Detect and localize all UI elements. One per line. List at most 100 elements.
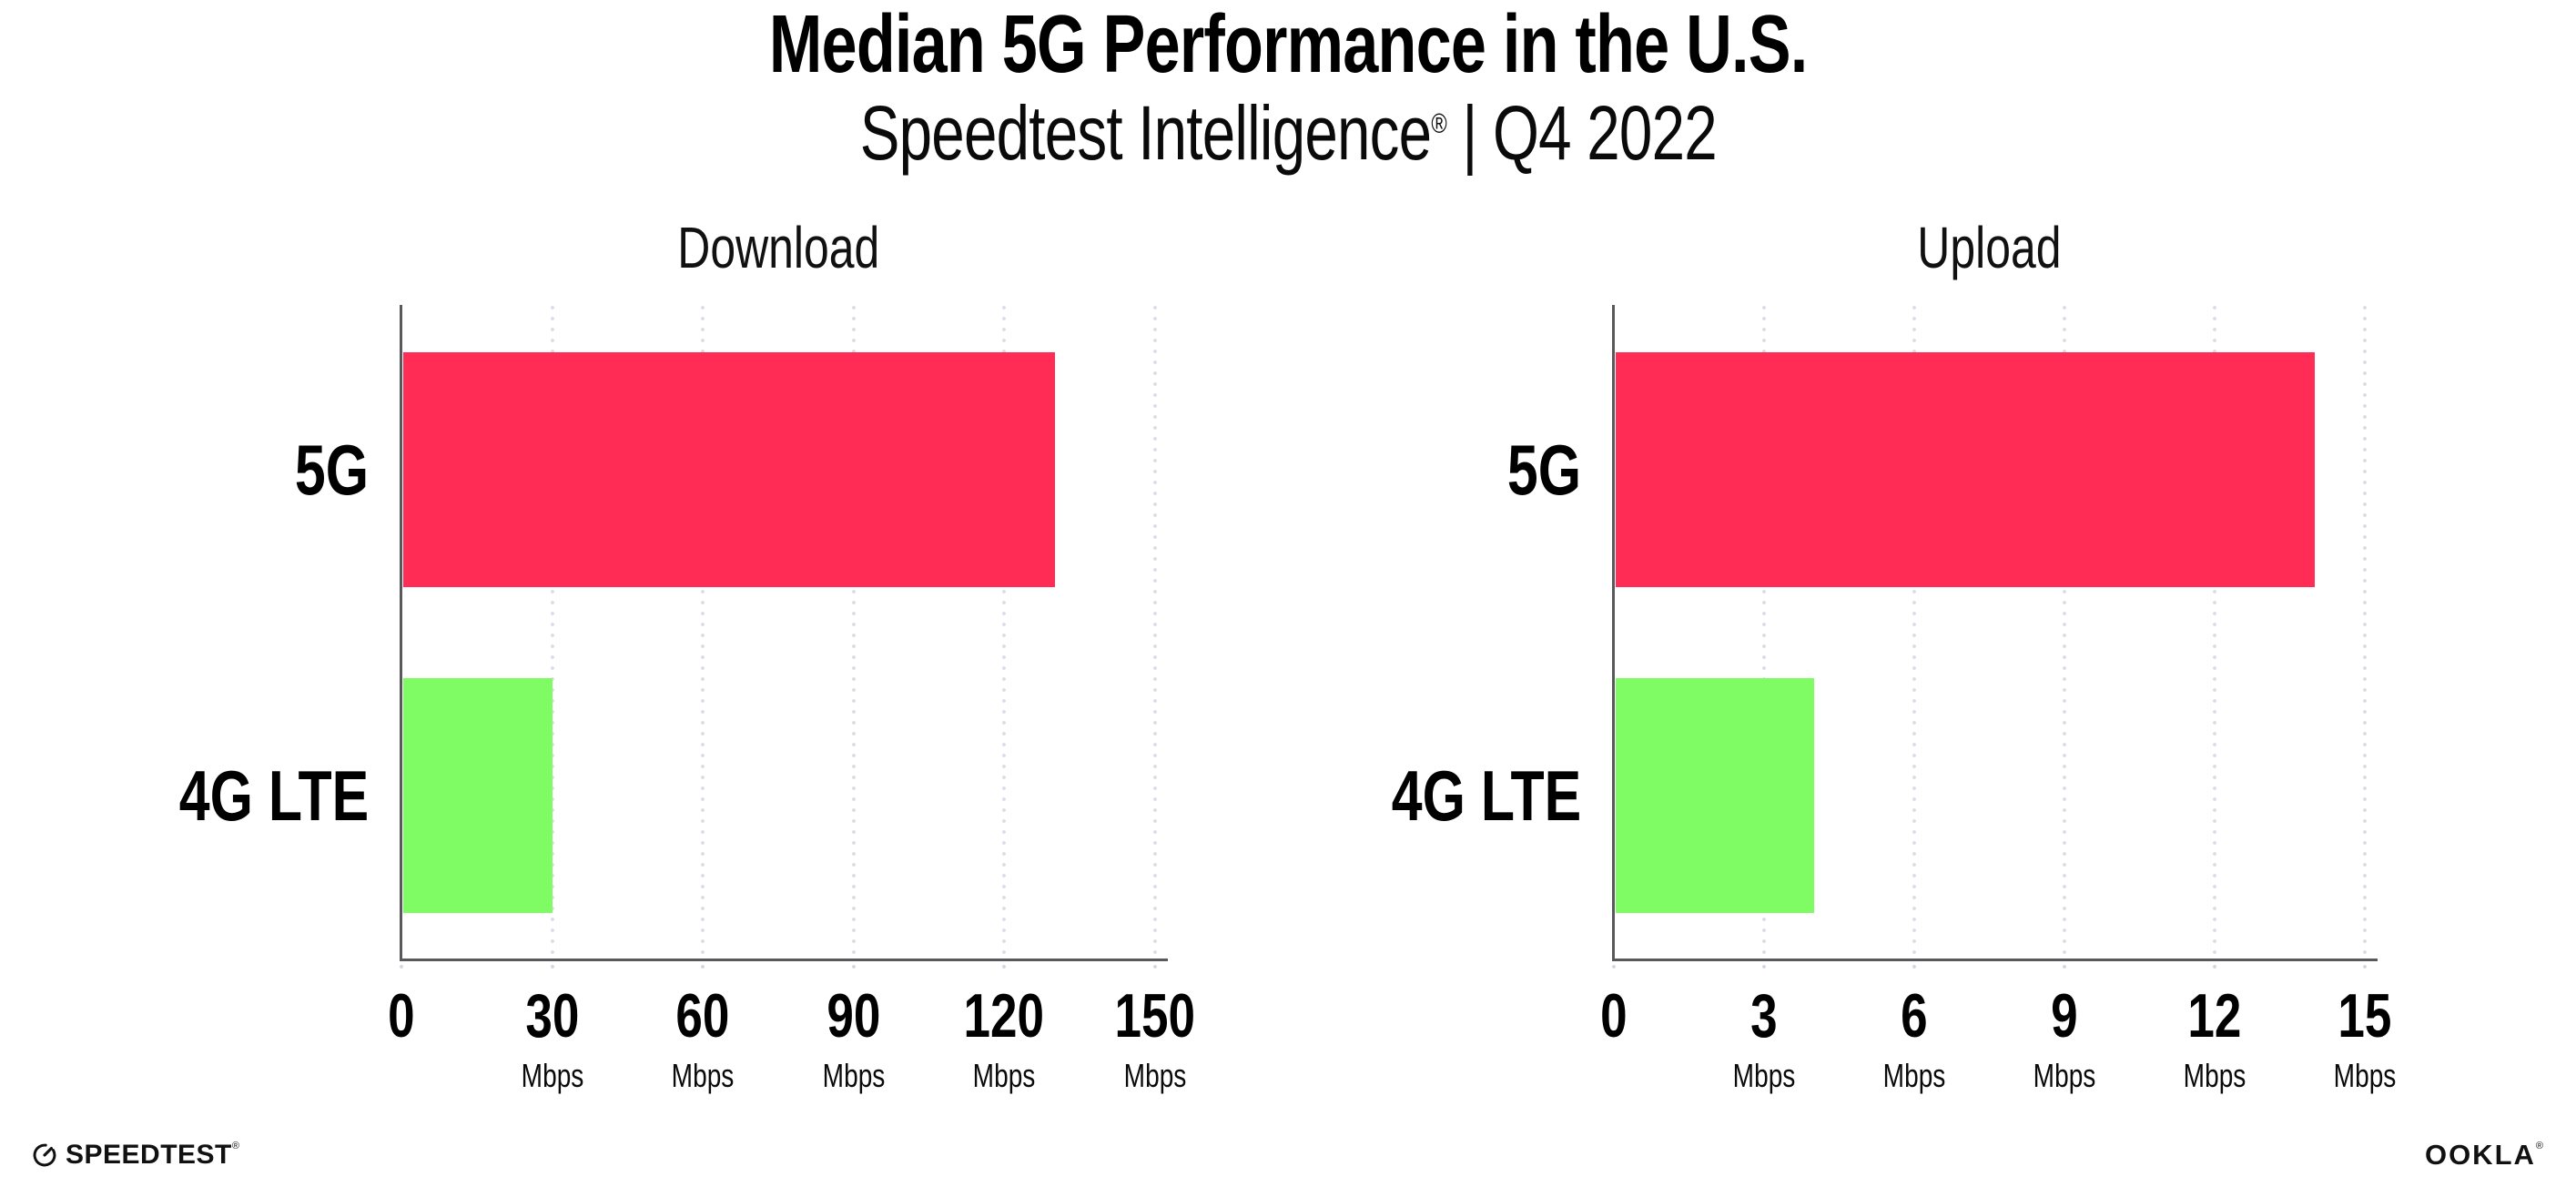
axis-tick (2363, 963, 2367, 974)
tick-label: 6 Mbps (1832, 981, 1996, 1094)
tick-unit-text: Mbps (671, 1057, 735, 1094)
tick-value-text: 12 (2187, 981, 2242, 1050)
gauge-needle (43, 1146, 54, 1157)
tick-unit-label: Mbps (621, 1058, 785, 1094)
speedtest-registered-mark-icon: ® (231, 1141, 239, 1151)
tick-value-text: 90 (827, 981, 881, 1050)
axis-tick (852, 963, 856, 974)
tick-value-text: 9 (2051, 981, 2078, 1050)
tick-unit-label: Mbps (471, 1058, 634, 1094)
bar-4g-lte (403, 678, 553, 913)
gridline (1762, 305, 1766, 959)
y-axis-line (1612, 305, 1615, 961)
axis-tick (1002, 963, 1006, 974)
tick-unit-text: Mbps (1123, 1057, 1187, 1094)
page-subtitle: Speedtest Intelligence® | Q4 2022 (0, 89, 2576, 177)
gridline (551, 305, 554, 959)
gridline (2063, 305, 2066, 959)
x-axis-line (400, 959, 1168, 961)
tick-label: 0 (319, 981, 483, 1050)
tick-unit-label: Mbps (772, 1058, 936, 1094)
tick-unit-text: Mbps (2333, 1057, 2397, 1094)
x-axis-line (1612, 959, 2378, 961)
category-label-4g-lte: 4G LTE (1108, 755, 1581, 837)
tick-unit-label: Mbps (1983, 1058, 2146, 1094)
tick-value-text: 150 (1114, 981, 1196, 1050)
tick-label: 0 (1532, 981, 1696, 1050)
category-label-5g: 5G (1108, 429, 1581, 511)
category-label-4g-lte: 4G LTE (0, 755, 369, 837)
tick-value-text: 30 (525, 981, 580, 1050)
tick-unit-text: Mbps (1732, 1057, 1796, 1094)
tick-value-text: 0 (388, 981, 415, 1050)
tick-unit-text: Mbps (2033, 1057, 2096, 1094)
axis-tick (551, 963, 554, 974)
tick-unit-label: Mbps (1682, 1058, 1846, 1094)
ookla-logo: OOKLA ® (2425, 1140, 2543, 1171)
speedometer-gauge-icon (33, 1143, 56, 1167)
bar-4g-lte (1616, 678, 1814, 913)
category-label-text: 4G LTE (178, 756, 369, 836)
tick-value-text: 15 (2338, 981, 2392, 1050)
axis-tick (1612, 963, 1616, 974)
tick-value: 90 (772, 981, 936, 1050)
tick-label: 90 Mbps (772, 981, 936, 1094)
category-label-text: 4G LTE (1391, 756, 1581, 836)
tick-label: 30 Mbps (471, 981, 634, 1094)
tick-value: 120 (922, 981, 1086, 1050)
tick-value: 15 (2283, 981, 2447, 1050)
tick-unit-text: Mbps (822, 1057, 886, 1094)
axis-tick (1153, 963, 1157, 974)
tick-value: 9 (1983, 981, 2146, 1050)
axis-tick (1912, 963, 1916, 974)
tick-value: 60 (621, 981, 785, 1050)
gridline (2213, 305, 2216, 959)
axis-tick (2063, 963, 2066, 974)
tick-label: 60 Mbps (621, 981, 785, 1094)
page-title: Median 5G Performance in the U.S. (0, 0, 2576, 95)
bar-5g (1616, 352, 2315, 587)
page-title-text: Median 5G Performance in the U.S. (768, 0, 1808, 90)
speedtest-logo: SPEEDTEST ® (32, 1140, 239, 1171)
subtitle-brand: Speedtest Intelligence (859, 90, 1431, 176)
tick-label: 12 Mbps (2133, 981, 2297, 1094)
tick-label: 15 Mbps (2283, 981, 2447, 1094)
tick-value: 12 (2133, 981, 2297, 1050)
chart-title-text: Upload (1917, 215, 2062, 280)
tick-value-text: 0 (1600, 981, 1628, 1050)
page-subtitle-text: Speedtest Intelligence® | Q4 2022 (859, 89, 1717, 177)
tick-unit-label: Mbps (1073, 1058, 1237, 1094)
tick-unit-text: Mbps (521, 1057, 584, 1094)
subtitle-period: | Q4 2022 (1445, 90, 1717, 176)
gridline (852, 305, 856, 959)
registered-mark-icon: ® (1430, 109, 1446, 139)
tick-value: 0 (319, 981, 483, 1050)
tick-value-text: 6 (1901, 981, 1928, 1050)
tick-unit-label: Mbps (2133, 1058, 2297, 1094)
tick-label: 150 Mbps (1073, 981, 1237, 1094)
tick-value-text: 60 (675, 981, 730, 1050)
tick-value: 0 (1532, 981, 1696, 1050)
tick-value: 150 (1073, 981, 1237, 1050)
y-axis-line (400, 305, 402, 961)
tick-unit-text: Mbps (2183, 1057, 2246, 1094)
tick-value: 3 (1682, 981, 1846, 1050)
axis-tick (400, 963, 403, 974)
gridline (1153, 305, 1157, 959)
tick-value-text: 3 (1750, 981, 1778, 1050)
tick-value-text: 120 (963, 981, 1045, 1050)
category-label-5g: 5G (0, 429, 369, 511)
tick-unit-text: Mbps (1882, 1057, 1946, 1094)
category-label-text: 5G (294, 430, 369, 510)
tick-label: 120 Mbps (922, 981, 1086, 1094)
chart-title: Download (401, 202, 1155, 293)
chart-title-text: Download (676, 215, 880, 280)
axis-tick (1762, 963, 1766, 974)
axis-tick (701, 963, 705, 974)
tick-unit-text: Mbps (972, 1057, 1036, 1094)
tick-label: 9 Mbps (1983, 981, 2146, 1094)
gridline (2363, 305, 2367, 959)
